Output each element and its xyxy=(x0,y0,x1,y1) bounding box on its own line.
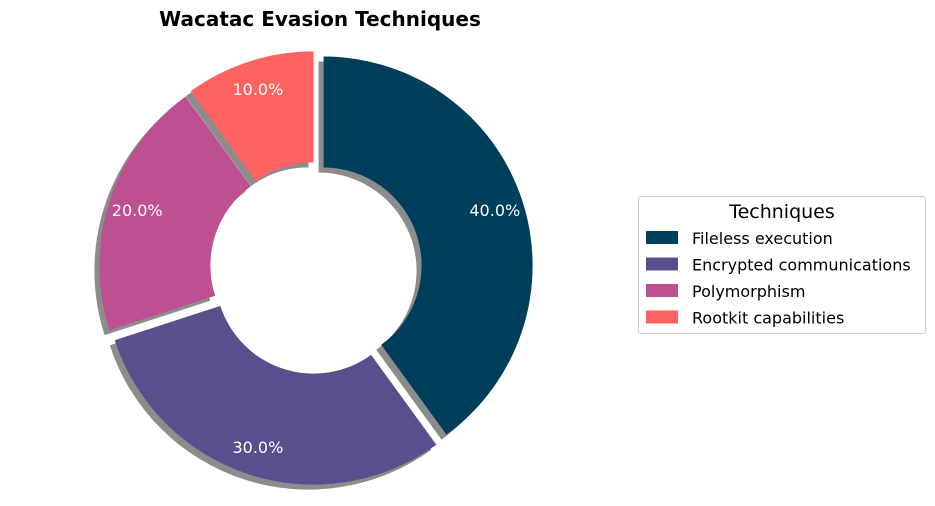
legend-title: Techniques xyxy=(728,201,835,223)
legend-label-encrypted-communications: Encrypted communications xyxy=(692,256,911,275)
pct-label-fileless-execution: 40.0% xyxy=(469,201,520,220)
pct-label-rootkit-capabilities: 10.0% xyxy=(232,80,283,99)
legend: Techniques Fileless execution Encrypted c… xyxy=(638,196,926,334)
legend-frame xyxy=(638,196,926,334)
pie-slices xyxy=(99,51,533,485)
slice-encrypted-communications xyxy=(114,305,437,485)
pct-label-polymorphism: 20.0% xyxy=(112,201,163,220)
slice-fileless-execution xyxy=(323,56,533,435)
legend-swatch-polymorphism xyxy=(646,284,678,297)
legend-swatch-rootkit-capabilities xyxy=(646,310,678,324)
legend-swatch-encrypted-communications xyxy=(646,257,678,271)
pct-label-encrypted-communications: 30.0% xyxy=(232,438,283,457)
legend-label-fileless-execution: Fileless execution xyxy=(692,229,833,248)
legend-label-polymorphism: Polymorphism xyxy=(692,282,805,301)
slice-polymorphism xyxy=(99,96,251,331)
legend-label-rootkit-capabilities: Rootkit capabilities xyxy=(692,309,844,328)
legend-swatch-fileless-execution xyxy=(646,231,678,244)
chart-title: Wacatac Evasion Techniques xyxy=(159,7,481,31)
legend-items: Fileless execution Encrypted communicatio… xyxy=(646,229,911,328)
percentage-labels: 40.0% 30.0% 20.0% 10.0% xyxy=(112,80,520,457)
slice-rootkit-capabilities xyxy=(190,51,314,182)
